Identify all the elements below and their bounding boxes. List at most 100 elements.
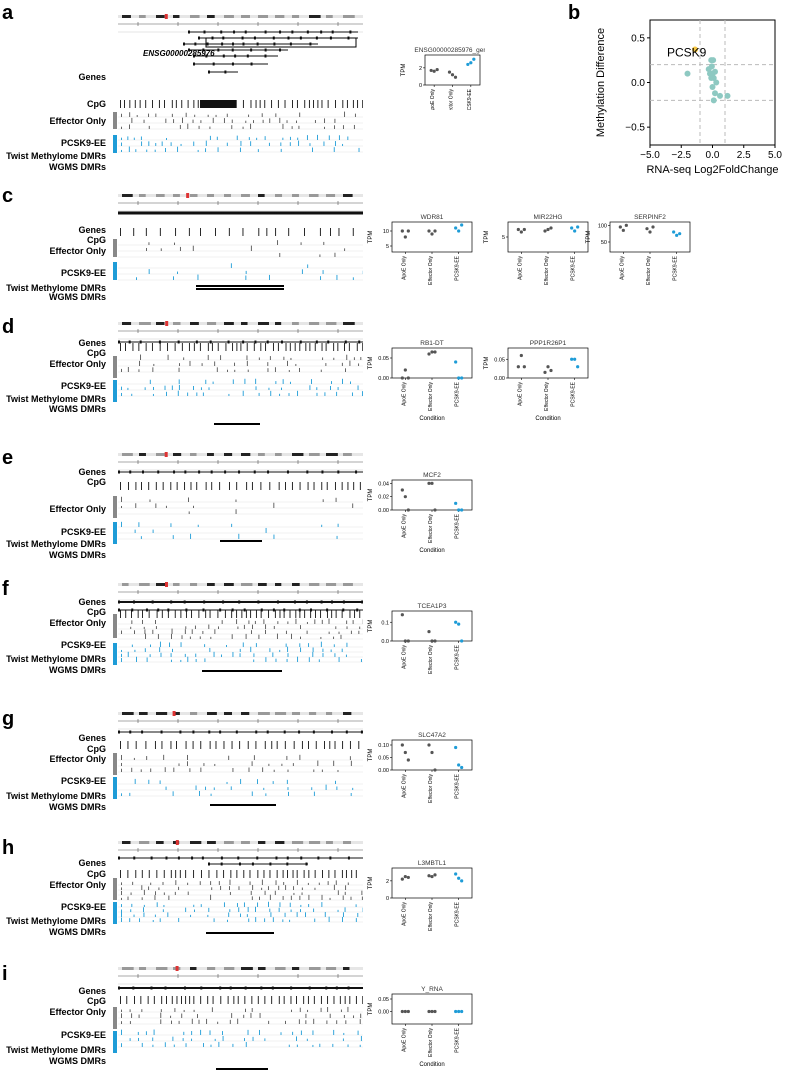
effector-track-signal <box>216 367 218 372</box>
effector-track-signal <box>218 626 219 629</box>
pcsk9-track-signal <box>290 909 292 912</box>
ideogram-band <box>156 194 165 197</box>
effector-track-signal <box>174 1008 176 1012</box>
cpg-mark <box>212 996 214 1004</box>
ideogram-band <box>292 194 299 197</box>
pcsk9-track-signal <box>245 1042 247 1047</box>
cpg-mark <box>134 996 135 1004</box>
cpg-mark <box>181 343 183 351</box>
effector-track-signal <box>229 891 231 895</box>
effector-track-signal <box>121 1013 122 1018</box>
ideogram-band <box>156 322 165 325</box>
cpg-mark <box>276 870 278 878</box>
effector-track-signal <box>150 882 152 885</box>
pcsk9-track-signal <box>148 779 150 784</box>
genome-browser-i <box>118 966 363 1070</box>
cpg-mark <box>148 482 150 490</box>
effector-track-signal <box>337 890 339 895</box>
pcsk9-bar-h <box>113 902 117 924</box>
pcsk9-track-signal <box>229 909 231 912</box>
cpg-mark <box>292 100 293 108</box>
gene-exon <box>118 211 120 215</box>
effector-track-signal <box>299 895 301 900</box>
pcsk9-track-signal <box>248 918 250 922</box>
effector-track-signal <box>245 120 247 123</box>
gene-exon <box>133 600 136 604</box>
scatter-point <box>454 501 458 505</box>
scatter-point <box>618 225 622 229</box>
effector-track-signal <box>350 760 352 766</box>
effector-track-signal <box>175 880 177 885</box>
cpg-mark <box>131 610 132 618</box>
track-label-pcsk9: PCSK9-EE <box>60 268 106 278</box>
cpg-mark <box>335 610 337 618</box>
ideogram-band <box>207 841 216 844</box>
effector-track-signal <box>160 1012 162 1018</box>
panel-label-d: d <box>2 316 15 338</box>
effector-track-signal <box>273 502 275 508</box>
scatter-xtick-label: PCSK9-EE <box>455 644 461 669</box>
gene-exon <box>193 54 195 58</box>
effector-track-signal <box>322 357 324 360</box>
effector-track-signal <box>236 619 238 624</box>
pcsk9-track-signal <box>313 908 315 912</box>
scatter-ytick-label: 0.00 <box>378 1010 389 1016</box>
pcsk9-track-signal <box>144 387 146 390</box>
effector-track-signal <box>251 1008 253 1012</box>
pcsk9-track-signal <box>300 909 301 912</box>
pcsk9-track-signal <box>306 135 308 140</box>
gene-exon <box>227 340 230 344</box>
scatter-ytick-label: 0.00 <box>378 508 389 514</box>
pcsk9-track-signal <box>264 918 266 922</box>
gene-exon <box>266 730 269 734</box>
gene-exon <box>158 340 161 344</box>
effector-track-signal <box>328 618 330 624</box>
effector-track-signal <box>358 630 360 634</box>
pcsk9-track-signal <box>312 147 313 152</box>
cpg-mark <box>181 100 183 108</box>
effector-track-signal <box>199 881 201 885</box>
cpg-mark <box>276 741 278 749</box>
gene-exon <box>335 986 338 990</box>
pcsk9-track-signal <box>239 653 241 657</box>
effector-track-signal <box>155 113 157 117</box>
effector-track-signal <box>226 113 228 117</box>
cpg-mark <box>292 870 294 878</box>
ideogram-band <box>139 583 150 586</box>
pcsk9-track-signal <box>230 786 232 790</box>
cpg-mark <box>185 610 187 618</box>
scatter-ytick-label: 0.05 <box>378 997 389 1003</box>
effector-track-signal <box>198 125 200 129</box>
effector-track-signal <box>274 367 276 372</box>
gene-exon <box>309 42 312 46</box>
gene-exon <box>183 600 186 604</box>
cpg-mark <box>141 870 143 878</box>
effector-track-signal <box>313 769 315 772</box>
effector-track-signal <box>275 113 277 117</box>
pcsk9-track-signal <box>282 919 284 922</box>
gene-exon <box>163 211 166 215</box>
pcsk9-track-signal <box>172 648 173 652</box>
effector-track-signal <box>267 362 269 366</box>
scatter-xtick-label: Effector Only <box>646 256 652 285</box>
pcsk9-track-signal <box>144 648 146 652</box>
cpg-mark <box>296 996 297 1004</box>
gene-exon <box>233 30 236 34</box>
gene-exon <box>174 211 177 215</box>
cpg-mark <box>161 610 163 618</box>
pcsk9-track-signal <box>265 657 267 662</box>
cpg-mark <box>145 228 147 236</box>
gene-exon <box>286 856 289 860</box>
effector-track-signal <box>129 112 131 117</box>
effector-track-signal <box>140 769 142 772</box>
pcsk9-bar-d <box>113 380 117 402</box>
cpg-mark <box>145 741 147 749</box>
cpg-mark <box>283 996 285 1004</box>
pcsk9-track-signal <box>284 912 286 917</box>
gene-exon <box>283 730 286 734</box>
cpg-mark <box>308 741 309 749</box>
pcsk9-track-signal <box>153 1029 155 1035</box>
pcsk9-track-signal <box>152 919 154 922</box>
ideogram-band <box>139 322 151 325</box>
effector-track-signal <box>300 636 301 639</box>
